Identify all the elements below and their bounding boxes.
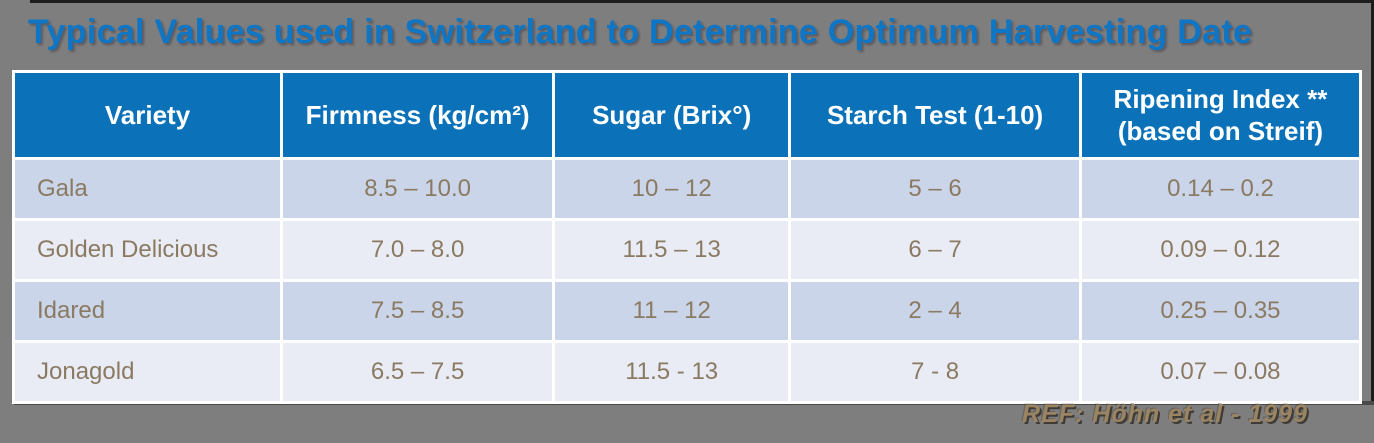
header-row: Variety Firmness (kg/cm²) Sugar (Brix°) … <box>15 73 1359 157</box>
table-row-golden-delicious: Golden Delicious 7.0 – 8.0 11.5 – 13 6 –… <box>15 221 1359 279</box>
cell-ripening-index: 0.25 – 0.35 <box>1081 282 1359 340</box>
slide-title: Typical Values used in Switzerland to De… <box>28 13 1253 51</box>
table-row-jonagold: Jonagold 6.5 – 7.5 11.5 - 13 7 - 8 0.07 … <box>15 343 1359 401</box>
cell-variety: Jonagold <box>15 343 281 401</box>
right-edge-line <box>1371 0 1374 403</box>
column-header-sugar: Sugar (Brix°) <box>555 73 789 157</box>
cell-variety: Idared <box>15 282 281 340</box>
cell-firmness: 7.5 – 8.5 <box>283 282 553 340</box>
harvest-values-table: Variety Firmness (kg/cm²) Sugar (Brix°) … <box>12 70 1362 404</box>
cell-ripening-index: 0.07 – 0.08 <box>1081 343 1359 401</box>
cell-sugar: 11.5 - 13 <box>555 343 789 401</box>
cell-firmness: 7.0 – 8.0 <box>283 221 553 279</box>
cell-starch: 2 – 4 <box>791 282 1079 340</box>
cell-firmness: 8.5 – 10.0 <box>283 160 553 218</box>
cell-sugar: 11.5 – 13 <box>555 221 789 279</box>
top-edge-line <box>30 0 1374 3</box>
cell-sugar: 10 – 12 <box>555 160 789 218</box>
column-header-starch: Starch Test (1-10) <box>791 73 1079 157</box>
table-row-idared: Idared 7.5 – 8.5 11 – 12 2 – 4 0.25 – 0.… <box>15 282 1359 340</box>
cell-variety: Gala <box>15 160 281 218</box>
cell-variety: Golden Delicious <box>15 221 281 279</box>
cell-firmness: 6.5 – 7.5 <box>283 343 553 401</box>
data-table: Variety Firmness (kg/cm²) Sugar (Brix°) … <box>12 70 1362 404</box>
cell-ripening-index: 0.09 – 0.12 <box>1081 221 1359 279</box>
cell-starch: 5 – 6 <box>791 160 1079 218</box>
cell-starch: 7 - 8 <box>791 343 1079 401</box>
column-header-firmness: Firmness (kg/cm²) <box>283 73 553 157</box>
cell-starch: 6 – 7 <box>791 221 1079 279</box>
cell-sugar: 11 – 12 <box>555 282 789 340</box>
cell-ripening-index: 0.14 – 0.2 <box>1081 160 1359 218</box>
reference-text: REF: Höhn et al - 1999 <box>1022 400 1308 428</box>
column-header-ripening-index: Ripening Index ** (based on Streif) <box>1081 73 1359 157</box>
column-header-variety: Variety <box>15 73 281 157</box>
table-row-gala: Gala 8.5 – 10.0 10 – 12 5 – 6 0.14 – 0.2 <box>15 160 1359 218</box>
